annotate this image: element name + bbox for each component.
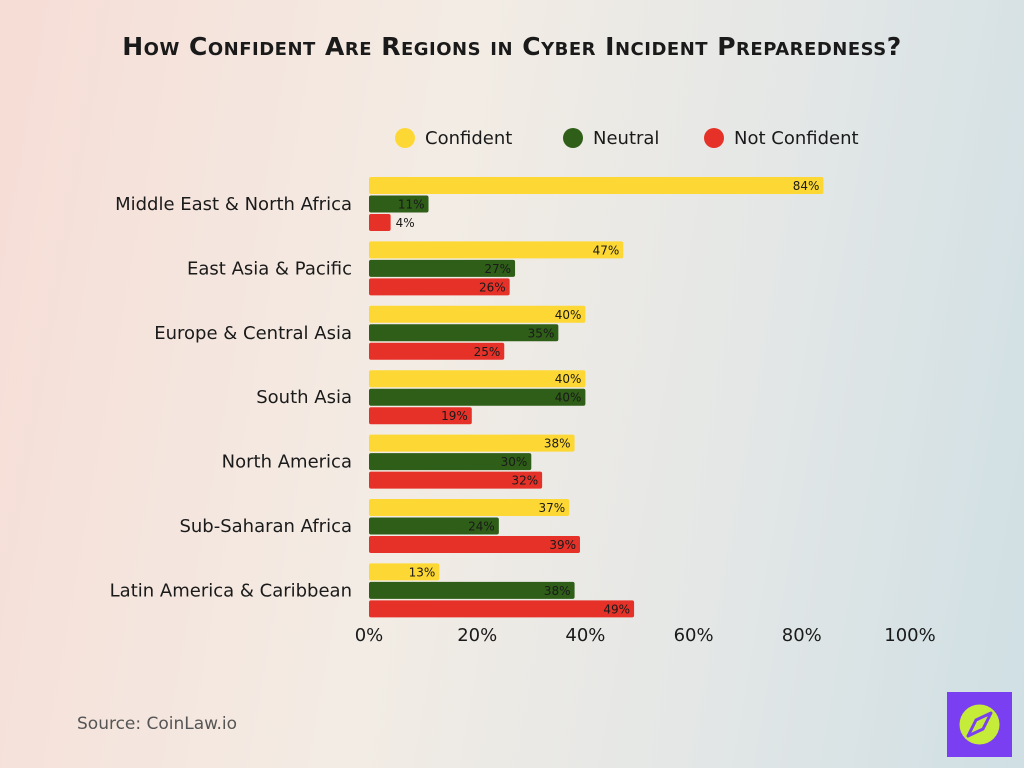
bar [369,278,510,296]
bar [369,177,824,194]
value-label: 24% [468,520,495,534]
bar [369,471,543,489]
legend-label: Confident [425,128,512,149]
bar [369,214,391,231]
value-label: 13% [409,565,436,579]
bar [369,517,499,535]
value-label: 39% [549,538,576,552]
y-tick-label: North America [222,452,352,473]
bar [369,581,575,599]
value-label: 4% [396,216,415,230]
y-tick-label: Sub-Saharan Africa [179,516,352,537]
bar [369,370,586,388]
y-tick-label: Latin America & Caribbean [110,580,352,601]
value-label: 40% [555,372,582,386]
logo-circle [959,704,1000,745]
x-tick-label: 40% [565,625,605,646]
bar [369,342,505,360]
bar [369,388,586,406]
value-label: 27% [484,262,511,276]
x-tick-label: 0% [355,625,384,646]
value-label: 35% [528,326,555,340]
source: Source: CoinLaw.io [77,714,237,734]
value-label: 37% [538,501,565,515]
value-label: 38% [544,437,571,451]
bar [369,305,586,323]
legend-label: Neutral [593,128,659,149]
y-tick-label: East Asia & Pacific [187,258,352,279]
legend-swatch [563,128,583,148]
bar [369,536,580,553]
bar [369,499,570,516]
value-label: 49% [603,602,630,616]
value-label: 38% [544,584,571,598]
bar [369,259,516,277]
logo-icon [966,711,993,738]
value-label: 30% [501,455,528,469]
value-label: 25% [474,345,501,359]
bar [369,407,472,425]
value-label: 32% [511,474,538,488]
chart-title: How Confident Are Regions in Cyber Incid… [122,32,902,61]
bar [369,453,532,471]
value-label: 19% [441,409,468,423]
value-label: 47% [593,243,620,257]
value-label: 26% [479,280,506,294]
bar [369,563,440,581]
bar [369,324,559,342]
legend-label: Not Confident [734,128,859,149]
bar [369,434,575,452]
y-tick-label: Europe & Central Asia [154,323,352,344]
x-tick-label: 80% [782,625,822,646]
value-label: 11% [398,198,425,212]
value-label: 40% [555,308,582,322]
value-label: 84% [793,179,820,193]
x-tick-label: 100% [884,625,935,646]
x-tick-label: 60% [674,625,714,646]
x-tick-label: 20% [457,625,497,646]
bar [369,600,635,618]
y-tick-label: Middle East & North Africa [115,194,352,215]
logo [947,692,1012,757]
bar [369,241,624,259]
legend-swatch [704,128,724,148]
legend-swatch [395,128,415,148]
value-label: 40% [555,391,582,405]
bar [369,195,429,213]
y-tick-label: South Asia [256,387,352,408]
